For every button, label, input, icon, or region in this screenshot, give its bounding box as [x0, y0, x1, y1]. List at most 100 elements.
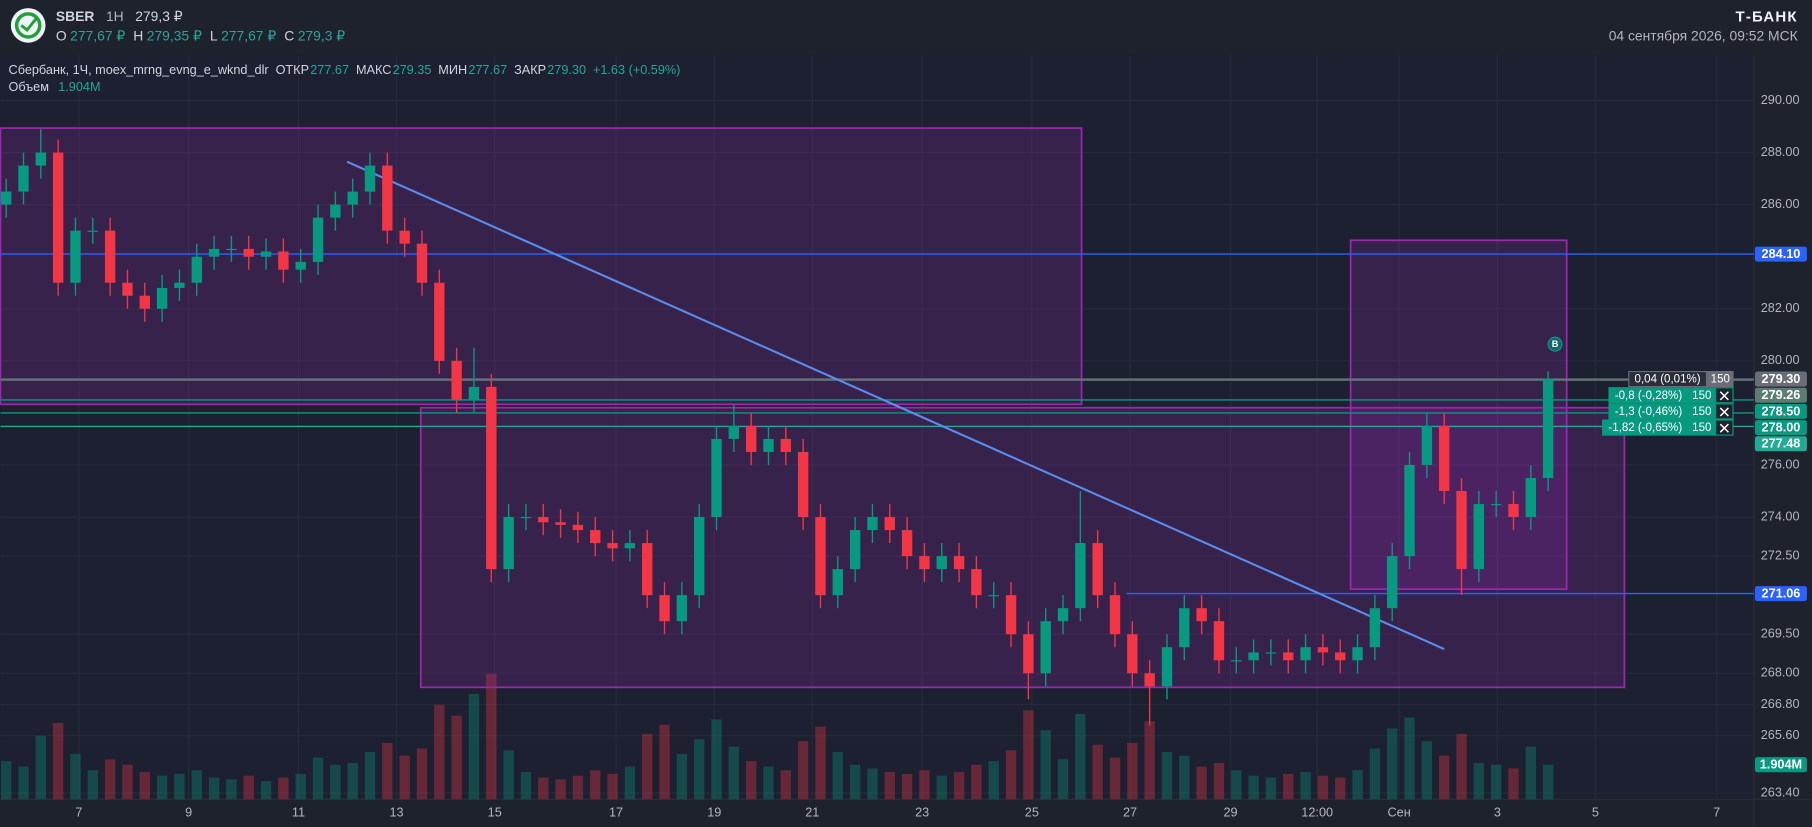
volume-bar [1005, 750, 1017, 800]
candle-body [1265, 652, 1277, 654]
candle-body [1161, 647, 1173, 687]
grid [0, 55, 1754, 800]
price-tag [1754, 586, 1807, 602]
volume-bar [1456, 733, 1467, 800]
candle-body [35, 152, 47, 166]
volume-value: 1.904M [58, 80, 100, 94]
volume-bar [226, 779, 237, 800]
stat-key: МАКС [356, 63, 391, 77]
price-tag [1754, 387, 1807, 403]
candle-body [1490, 504, 1502, 506]
price-tag [1754, 246, 1807, 262]
volume-bar [849, 764, 861, 800]
candle-body [1542, 379, 1554, 478]
candle-body [1213, 621, 1225, 661]
price-tag [1754, 436, 1807, 452]
candle-body [347, 191, 358, 205]
volume-bar [867, 768, 878, 800]
x-tick-label: 12:00 [1301, 805, 1333, 819]
volume-bar [953, 772, 965, 800]
x-tick-label: 19 [707, 805, 721, 819]
volume-bar [122, 764, 133, 800]
volume-bar [1387, 728, 1398, 800]
volume-bar [347, 762, 358, 800]
price-tag [1754, 371, 1807, 387]
volume-bar [468, 693, 480, 800]
candle-body [18, 165, 29, 192]
volume-bar [156, 775, 168, 800]
candle-body [832, 569, 843, 596]
x-tick-label: 11 [292, 805, 305, 819]
y-tick-label: 286.00 [1761, 197, 1800, 211]
stat-key: МИН [438, 63, 467, 77]
volume-bar [1283, 773, 1294, 800]
x-tick-label: 5 [1592, 805, 1599, 819]
order-qty-box [1688, 419, 1716, 436]
candle-body [590, 530, 601, 544]
price-tag [1754, 420, 1807, 436]
price-tag-label: 278.50 [1762, 404, 1801, 418]
trade-marker-label: B [1552, 339, 1559, 349]
candle-body [745, 425, 757, 452]
logo-ring [14, 12, 42, 39]
volume-bar [936, 775, 947, 800]
candle-body [1317, 647, 1329, 653]
candle-body [122, 282, 133, 296]
volume-bar [659, 724, 670, 800]
price-tag [1754, 403, 1807, 419]
candle-body [1109, 595, 1121, 635]
volume-tag-label: 1.904M [1760, 758, 1802, 772]
volume-bar [1075, 713, 1086, 800]
candle-body [1127, 634, 1138, 674]
volume-bar [693, 739, 705, 800]
volume-bar [1369, 748, 1381, 800]
candle-body [1075, 543, 1086, 609]
x-tick-label: 9 [185, 805, 192, 819]
volume-bar [1196, 766, 1207, 800]
candle-body [503, 517, 514, 570]
interval: 1H [106, 8, 124, 24]
volume-bar [988, 761, 999, 800]
volume-bar [1179, 755, 1190, 800]
volume-bar [1300, 772, 1311, 800]
y-tick-label: 276.00 [1761, 457, 1800, 471]
candle-body [156, 287, 168, 309]
volume-bar [243, 775, 254, 800]
x-tick-label: 3 [1494, 805, 1501, 819]
candle-body [87, 230, 99, 232]
candle-body [1023, 634, 1034, 674]
volume [0, 673, 1554, 800]
lines [0, 160, 1754, 651]
volume-bar [18, 766, 29, 800]
volume-bar [1525, 746, 1537, 800]
candle-body [191, 256, 202, 283]
candle-body [936, 556, 947, 570]
candle-body [1387, 556, 1398, 609]
volume-bar [1265, 777, 1277, 800]
candle-body [1231, 660, 1242, 662]
price-tag-label: 278.00 [1762, 421, 1801, 435]
volume-bar [590, 770, 601, 800]
volume-bar [1213, 762, 1225, 800]
price-tag-label: 279.26 [1762, 388, 1801, 402]
ohlc-value: 279,35 ₽ [147, 28, 202, 44]
volume-bar [503, 750, 514, 800]
x-tick-label: 29 [1224, 805, 1238, 819]
stat-key: ОТКР [276, 63, 309, 77]
volume-bar [1023, 710, 1034, 800]
volume-bar [1473, 762, 1485, 800]
candle-body [971, 569, 982, 596]
volume-bar [364, 752, 376, 800]
x-tick-label: 23 [915, 805, 929, 819]
candle-body [780, 438, 792, 452]
order-qty-box [1688, 387, 1716, 404]
volume-bar [35, 735, 47, 800]
volume-bar [780, 770, 792, 800]
candle-body [763, 438, 774, 452]
volume-bar [191, 770, 202, 800]
trade-marker [1547, 336, 1563, 352]
legend-title: Сбербанк, 1Ч, moex_mrng_evng_e_wknd_dlr [9, 63, 270, 77]
x-tick-label: 17 [609, 805, 623, 819]
